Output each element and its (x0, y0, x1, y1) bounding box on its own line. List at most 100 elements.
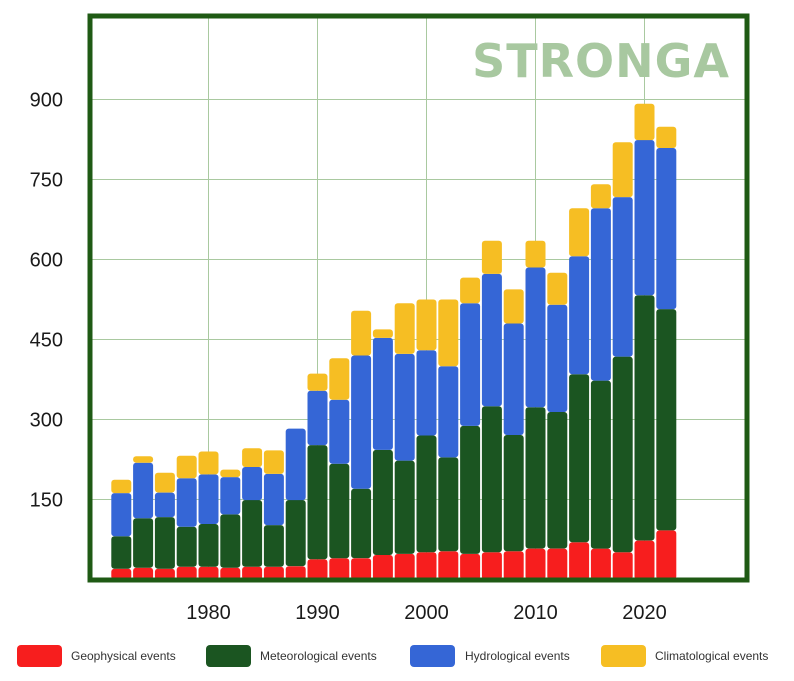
bar-segment-hydrological (307, 390, 328, 446)
bar-segment-hydrological (547, 304, 568, 412)
bar-segment-meteorological (242, 500, 263, 567)
bar-segment-meteorological (111, 536, 132, 569)
bar-segment-meteorological (503, 435, 524, 552)
bar-segment-meteorological (656, 309, 677, 531)
bar-segment-hydrological (329, 399, 350, 464)
bar-segment-hydrological (111, 493, 132, 537)
bar-segment-geophysical (242, 566, 263, 580)
bar-segment-geophysical (307, 559, 328, 580)
bar-segment-meteorological (329, 463, 350, 559)
bar-segment-geophysical (285, 566, 306, 580)
bar-segment-climatological (394, 303, 415, 354)
bar-segment-hydrological (285, 428, 306, 501)
bar-segment-geophysical (438, 551, 459, 580)
bar-segment-climatological (198, 451, 219, 475)
x-tick-label: 1980 (186, 602, 231, 624)
bar-segment-hydrological (133, 462, 154, 519)
bar-segment-climatological (460, 277, 481, 304)
bar-segment-hydrological (176, 478, 197, 527)
bar-segment-climatological (481, 240, 502, 274)
bar-segment-hydrological (590, 208, 611, 381)
bar-segment-geophysical (612, 552, 633, 580)
bar-segment-climatological (547, 272, 568, 305)
bar-segment-geophysical (111, 568, 132, 580)
bar-segment-climatological (242, 448, 263, 467)
bar-segment-meteorological (634, 295, 655, 541)
bar-segment-meteorological (351, 488, 372, 559)
bar-segment-geophysical (460, 553, 481, 580)
x-tick-label: 1990 (295, 602, 340, 624)
y-tick-label: 450 (30, 330, 63, 352)
y-tick-label: 300 (30, 410, 63, 432)
bar-segment-meteorological (263, 525, 284, 567)
bar-segment-geophysical (154, 568, 175, 580)
bar-segment-meteorological (481, 406, 502, 553)
legend-swatch-meteorological (206, 645, 251, 667)
bar-segment-meteorological (285, 500, 306, 567)
bar-segment-climatological (438, 299, 459, 367)
bar-segment-climatological (634, 103, 655, 141)
bar-segment-meteorological (569, 374, 590, 543)
bar-segment-geophysical (351, 558, 372, 580)
bar-segment-climatological (372, 329, 393, 338)
legend-label-geophysical: Geophysical events (71, 649, 176, 663)
bar-segment-hydrological (656, 148, 677, 310)
bar-segment-meteorological (460, 425, 481, 554)
bar-segment-climatological (569, 208, 590, 257)
bar-segment-climatological (329, 358, 350, 400)
bar-segment-hydrological (416, 350, 437, 436)
bar-segment-climatological (263, 450, 284, 474)
bar-segment-meteorological (394, 460, 415, 554)
bar-segment-meteorological (525, 407, 546, 549)
bar-segment-climatological (590, 184, 611, 209)
y-tick-label: 600 (30, 250, 63, 272)
bar-segment-climatological (612, 142, 633, 198)
bar-segment-geophysical (394, 553, 415, 580)
bar-segment-hydrological (242, 467, 263, 501)
bar-segment-meteorological (547, 412, 568, 549)
bar-segment-climatological (154, 472, 175, 493)
bar-stacks (111, 103, 677, 580)
y-tick-label: 150 (30, 490, 63, 512)
bar-segment-hydrological (612, 197, 633, 357)
bar-segment-climatological (220, 469, 241, 478)
bar-segment-hydrological (220, 477, 241, 515)
bar-segment-climatological (176, 455, 197, 479)
y-tick-label: 900 (30, 90, 63, 112)
bar-segment-geophysical (481, 552, 502, 580)
bar-segment-geophysical (569, 542, 590, 580)
bar-segment-hydrological (634, 140, 655, 296)
bar-segment-meteorological (154, 517, 175, 569)
bar-segment-climatological (416, 299, 437, 351)
legend-swatch-climatological (601, 645, 646, 667)
legend-label-hydrological: Hydrological events (465, 649, 570, 663)
x-axis-tick-labels: 1980 1990 2000 2010 2020 (186, 602, 667, 624)
y-tick-label: 750 (30, 170, 63, 192)
bar-segment-geophysical (590, 548, 611, 580)
bar-segment-hydrological (525, 267, 546, 408)
x-tick-label: 2000 (404, 602, 449, 624)
bar-segment-hydrological (263, 473, 284, 526)
bar-segment-geophysical (656, 530, 677, 580)
bar-segment-geophysical (263, 566, 284, 580)
bar-segment-geophysical (198, 566, 219, 580)
bar-segment-hydrological (198, 474, 219, 524)
bar-segment-climatological (351, 310, 372, 356)
bar-segment-hydrological (372, 337, 393, 450)
watermark-logo: STRONGA (472, 34, 730, 88)
bar-segment-climatological (111, 479, 132, 494)
bar-segment-meteorological (133, 518, 154, 568)
bar-segment-climatological (525, 240, 546, 268)
bar-segment-hydrological (154, 492, 175, 518)
bar-segment-geophysical (503, 551, 524, 580)
bar-segment-climatological (307, 373, 328, 391)
plot-frame (87, 13, 750, 583)
bar-segment-meteorological (198, 524, 219, 567)
bar-segment-climatological (503, 289, 524, 324)
bar-segment-meteorological (416, 435, 437, 553)
bar-segment-geophysical (133, 567, 154, 580)
bar-segment-climatological (133, 456, 154, 463)
bar-segment-meteorological (438, 457, 459, 552)
bar-segment-hydrological (438, 366, 459, 458)
bar-segment-hydrological (394, 353, 415, 461)
